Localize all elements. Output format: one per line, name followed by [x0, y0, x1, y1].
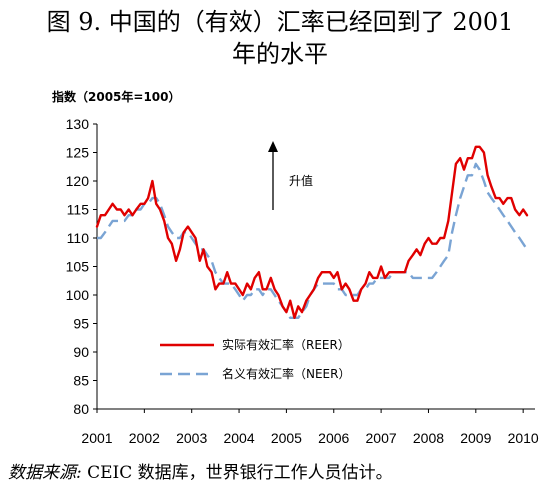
title-line-2: 年的水平	[232, 40, 328, 68]
x-tick-label: 2007	[366, 430, 397, 446]
y-tick-label: 115	[67, 202, 90, 218]
x-tick-label: 2009	[460, 430, 491, 446]
appreciation-label: 升值	[289, 173, 313, 188]
y-tick-label: 105	[66, 259, 90, 275]
x-tick-label: 2005	[271, 430, 302, 446]
y-tick-label: 95	[73, 316, 89, 332]
x-tick-label: 2008	[413, 430, 444, 446]
source-label: 数据来源:	[8, 463, 82, 483]
legend-neer-label: 名义有效汇率（NEER）	[222, 366, 350, 381]
y-tick-label: 110	[67, 230, 90, 246]
appreciation-annotation: 升值	[268, 141, 313, 210]
x-tick-label: 2004	[223, 430, 254, 446]
y-tick-label: 125	[66, 145, 90, 161]
y-tick-label: 90	[73, 344, 89, 360]
x-tick-label: 2003	[176, 430, 207, 446]
series-layer	[95, 145, 529, 319]
x-tick-label: 2010	[508, 430, 539, 446]
y-tick-label: 85	[73, 373, 89, 389]
chart-title: 图 9. 中国的（有效）汇率已经回到了 2001 年的水平	[0, 6, 560, 70]
source-note: 数据来源: CEIC 数据库，世界银行工作人员估计。	[8, 458, 393, 483]
chart-axes: 80 85 90 95 100 105 110 115 120 125 130 2001 2002 200…	[66, 116, 539, 446]
series-line-reer	[95, 145, 529, 319]
y-axis-label: 指数（2005年=100）	[52, 90, 181, 104]
appreciation-arrowhead	[268, 141, 278, 152]
x-tick-label: 2001	[81, 430, 112, 446]
x-tick-label: 2006	[318, 430, 349, 446]
y-tick-label: 80	[73, 401, 89, 417]
y-tick-label: 130	[66, 116, 90, 132]
legend-reer-label: 实际有效汇率（REER）	[222, 337, 350, 352]
y-tick-label: 120	[66, 173, 90, 189]
source-text: CEIC 数据库，世界银行工作人员估计。	[81, 463, 393, 483]
title-line-1: 图 9. 中国的（有效）汇率已经回到了 2001	[46, 8, 514, 36]
chart-legend: 实际有效汇率（REER） 名义有效汇率（NEER）	[160, 337, 350, 381]
y-tick-label: 100	[66, 287, 90, 303]
x-tick-label: 2002	[129, 430, 160, 446]
